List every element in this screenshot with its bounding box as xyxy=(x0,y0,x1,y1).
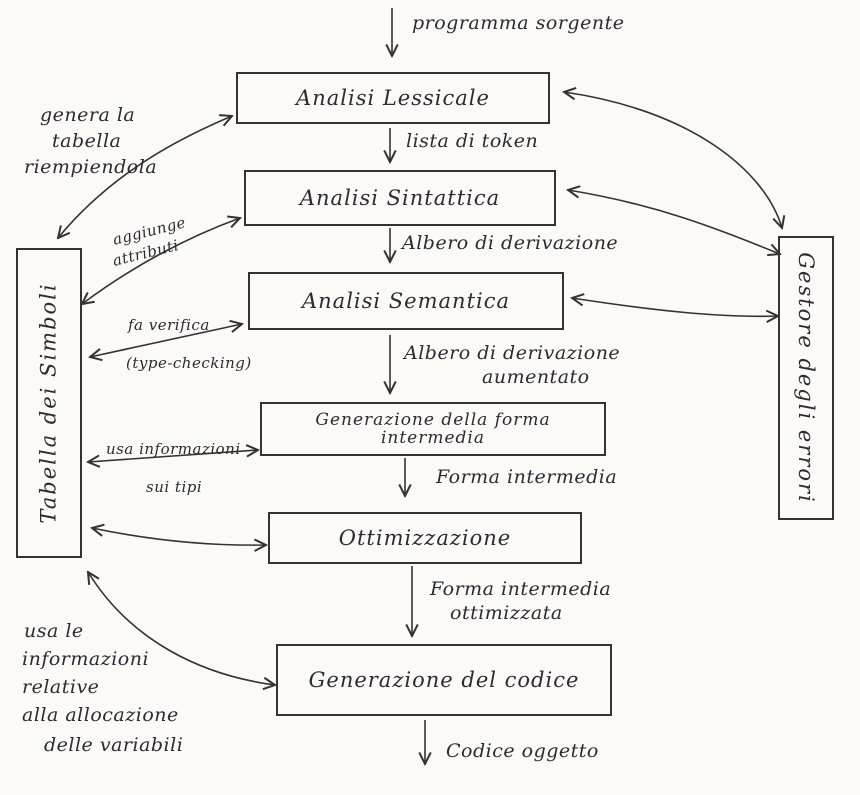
label-optimized-form-2: ottimizzata xyxy=(450,602,563,624)
label-derivation-tree: Albero di derivazione xyxy=(402,232,619,254)
note-checks-line1: fa verifica xyxy=(128,316,210,334)
label-object-code: Codice oggetto xyxy=(446,740,599,762)
label-optimized-form-1: Forma intermedia xyxy=(430,578,612,600)
phase-syntactic-analysis: Analisi Sintattica xyxy=(244,170,556,226)
phase-intermediate-line1: Generazione della forma xyxy=(315,410,551,430)
note-alloc-line3: relative xyxy=(22,676,100,698)
link-errors-semantic xyxy=(572,298,778,316)
link-symtab-codegen xyxy=(88,572,275,685)
note-alloc-line4: alla allocazione xyxy=(22,704,179,726)
note-generates-line2: tabella xyxy=(52,130,122,152)
phase-syntactic-label: Analisi Sintattica xyxy=(299,186,501,210)
phase-optimization-label: Ottimizzazione xyxy=(338,526,512,550)
link-errors-lexical xyxy=(564,92,782,228)
label-token-list: lista di token xyxy=(406,130,539,152)
phase-intermediate-text: Generazione della forma intermedia xyxy=(315,411,550,447)
note-alloc-line1: usa le xyxy=(24,620,84,642)
note-checks-line2: (type-checking) xyxy=(126,354,252,372)
link-errors-syntactic xyxy=(568,190,780,254)
note-alloc-line2: informazioni xyxy=(22,648,150,670)
note-generates-line3: riempiendola xyxy=(24,156,158,178)
note-uses-types-line1: usa informazioni xyxy=(106,440,241,458)
phase-lexical-analysis: Analisi Lessicale xyxy=(236,72,550,124)
link-symtab-lexical xyxy=(58,116,232,238)
label-augmented-tree-2: aumentato xyxy=(482,366,590,388)
phase-code-generation: Generazione del codice xyxy=(276,644,612,716)
phase-semantic-label: Analisi Semantica xyxy=(301,289,511,313)
symbol-table-box: Tabella dei Simboli xyxy=(16,248,82,558)
phase-intermediate-generation: Generazione della forma intermedia xyxy=(260,402,606,456)
phase-lexical-label: Analisi Lessicale xyxy=(296,86,490,110)
link-symtab-optimization xyxy=(92,528,266,545)
link-symtab-intermediate xyxy=(88,450,258,462)
note-alloc-line5: delle variabili xyxy=(44,734,184,756)
phase-optimization: Ottimizzazione xyxy=(268,512,582,564)
source-program-label: programma sorgente xyxy=(412,12,625,34)
phase-codegen-label: Generazione del codice xyxy=(308,668,580,692)
label-augmented-tree-1: Albero di derivazione xyxy=(404,342,621,364)
symbol-table-label: Tabella dei Simboli xyxy=(37,282,62,524)
phase-intermediate-line2: intermedia xyxy=(380,428,486,448)
phase-semantic-analysis: Analisi Semantica xyxy=(248,272,564,330)
note-uses-types-line2: sui tipi xyxy=(146,478,203,496)
link-symtab-syntactic xyxy=(82,218,240,304)
error-handler-label: Gestore degli errori xyxy=(794,252,818,504)
error-handler-box: Gestore degli errori xyxy=(778,236,834,520)
note-generates-line1: genera la xyxy=(40,104,136,126)
label-intermediate-form: Forma intermedia xyxy=(436,466,618,488)
link-symtab-semantic xyxy=(90,324,242,357)
